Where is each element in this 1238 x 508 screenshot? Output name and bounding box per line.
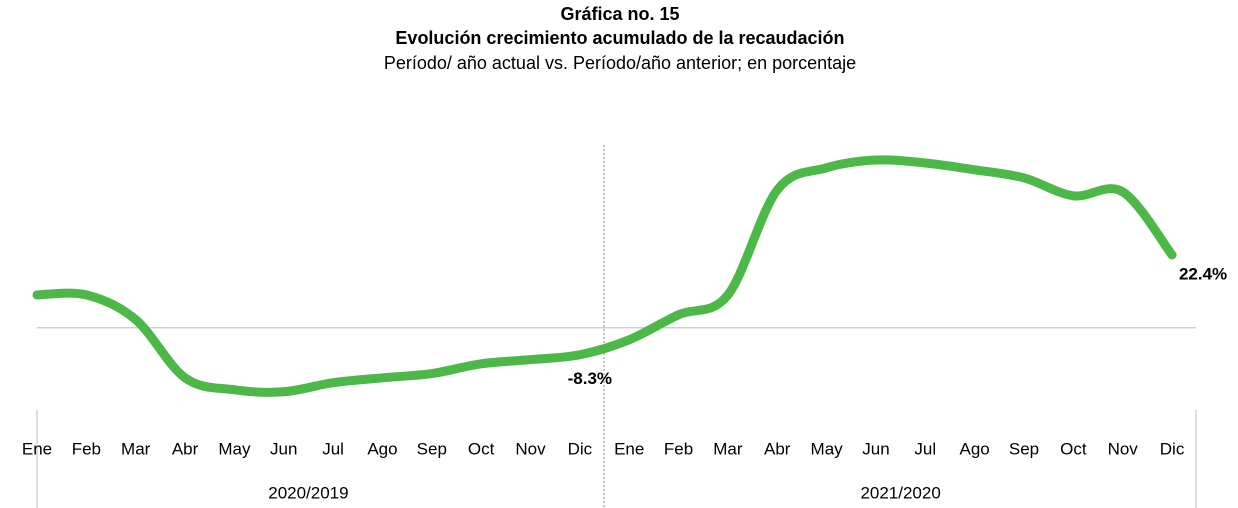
x-tick-label: Feb <box>664 439 693 458</box>
x-tick-label: Abr <box>764 439 791 458</box>
chart-note: Período/ año actual vs. Período/año ante… <box>384 53 856 73</box>
x-tick-label: Dic <box>1160 439 1185 458</box>
x-tick-label: Abr <box>172 439 199 458</box>
chart-title: Gráfica no. 15 <box>560 4 679 24</box>
x-tick-label: Feb <box>72 439 101 458</box>
data-label: 22.4% <box>1179 264 1227 283</box>
x-tick-label: Oct <box>1060 439 1087 458</box>
x-tick-label: Nov <box>515 439 546 458</box>
chart-subtitle: Evolución crecimiento acumulado de la re… <box>395 28 844 48</box>
x-tick-label: Sep <box>417 439 447 458</box>
x-tick-label: May <box>811 439 844 458</box>
line <box>32 155 1177 397</box>
x-tick-label: Nov <box>1108 439 1139 458</box>
x-tick-label: Mar <box>713 439 743 458</box>
x-tick-label: Jul <box>914 439 936 458</box>
x-tick-label: Ene <box>614 439 644 458</box>
group-label: 2020/2019 <box>268 483 348 502</box>
x-tick-label: Oct <box>468 439 495 458</box>
x-tick-label: Sep <box>1009 439 1039 458</box>
x-tick-label: Dic <box>568 439 593 458</box>
x-tick-label: Ago <box>367 439 397 458</box>
x-tick-label: May <box>218 439 251 458</box>
x-tick-label: Ago <box>960 439 990 458</box>
x-tick-label: Jun <box>270 439 297 458</box>
x-tick-label: Jun <box>862 439 889 458</box>
x-tick-label: Jul <box>322 439 344 458</box>
group-label: 2021/2020 <box>860 483 940 502</box>
data-label: -8.3% <box>568 369 612 388</box>
x-tick-label: Ene <box>22 439 52 458</box>
x-tick-label: Mar <box>121 439 151 458</box>
